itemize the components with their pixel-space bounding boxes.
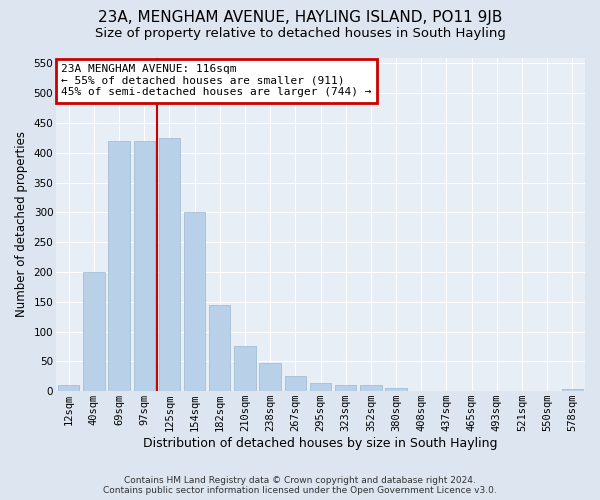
Bar (134, 141, 155, 391)
Text: 23A, MENGHAM AVENUE, HAYLING ISLAND, PO11 9JB: 23A, MENGHAM AVENUE, HAYLING ISLAND, PO1… (98, 10, 502, 25)
Bar (184, 212, 205, 391)
Bar (385, 388, 407, 391)
Bar (159, 138, 180, 391)
X-axis label: Distribution of detached houses by size in South Hayling: Distribution of detached houses by size … (143, 437, 498, 450)
Bar (58, 385, 79, 391)
Text: 23A MENGHAM AVENUE: 116sqm
← 55% of detached houses are smaller (911)
45% of sem: 23A MENGHAM AVENUE: 116sqm ← 55% of deta… (61, 64, 372, 98)
Bar (335, 385, 356, 391)
Bar (109, 141, 130, 391)
Bar (360, 385, 382, 391)
Text: Contains HM Land Registry data © Crown copyright and database right 2024.
Contai: Contains HM Land Registry data © Crown c… (103, 476, 497, 495)
Bar (562, 390, 583, 391)
Bar (259, 362, 281, 391)
Bar (234, 346, 256, 391)
Y-axis label: Number of detached properties: Number of detached properties (15, 132, 28, 318)
Bar (209, 305, 230, 391)
Bar (83, 272, 104, 391)
Text: Size of property relative to detached houses in South Hayling: Size of property relative to detached ho… (95, 28, 505, 40)
Bar (310, 384, 331, 391)
Bar (284, 376, 306, 391)
